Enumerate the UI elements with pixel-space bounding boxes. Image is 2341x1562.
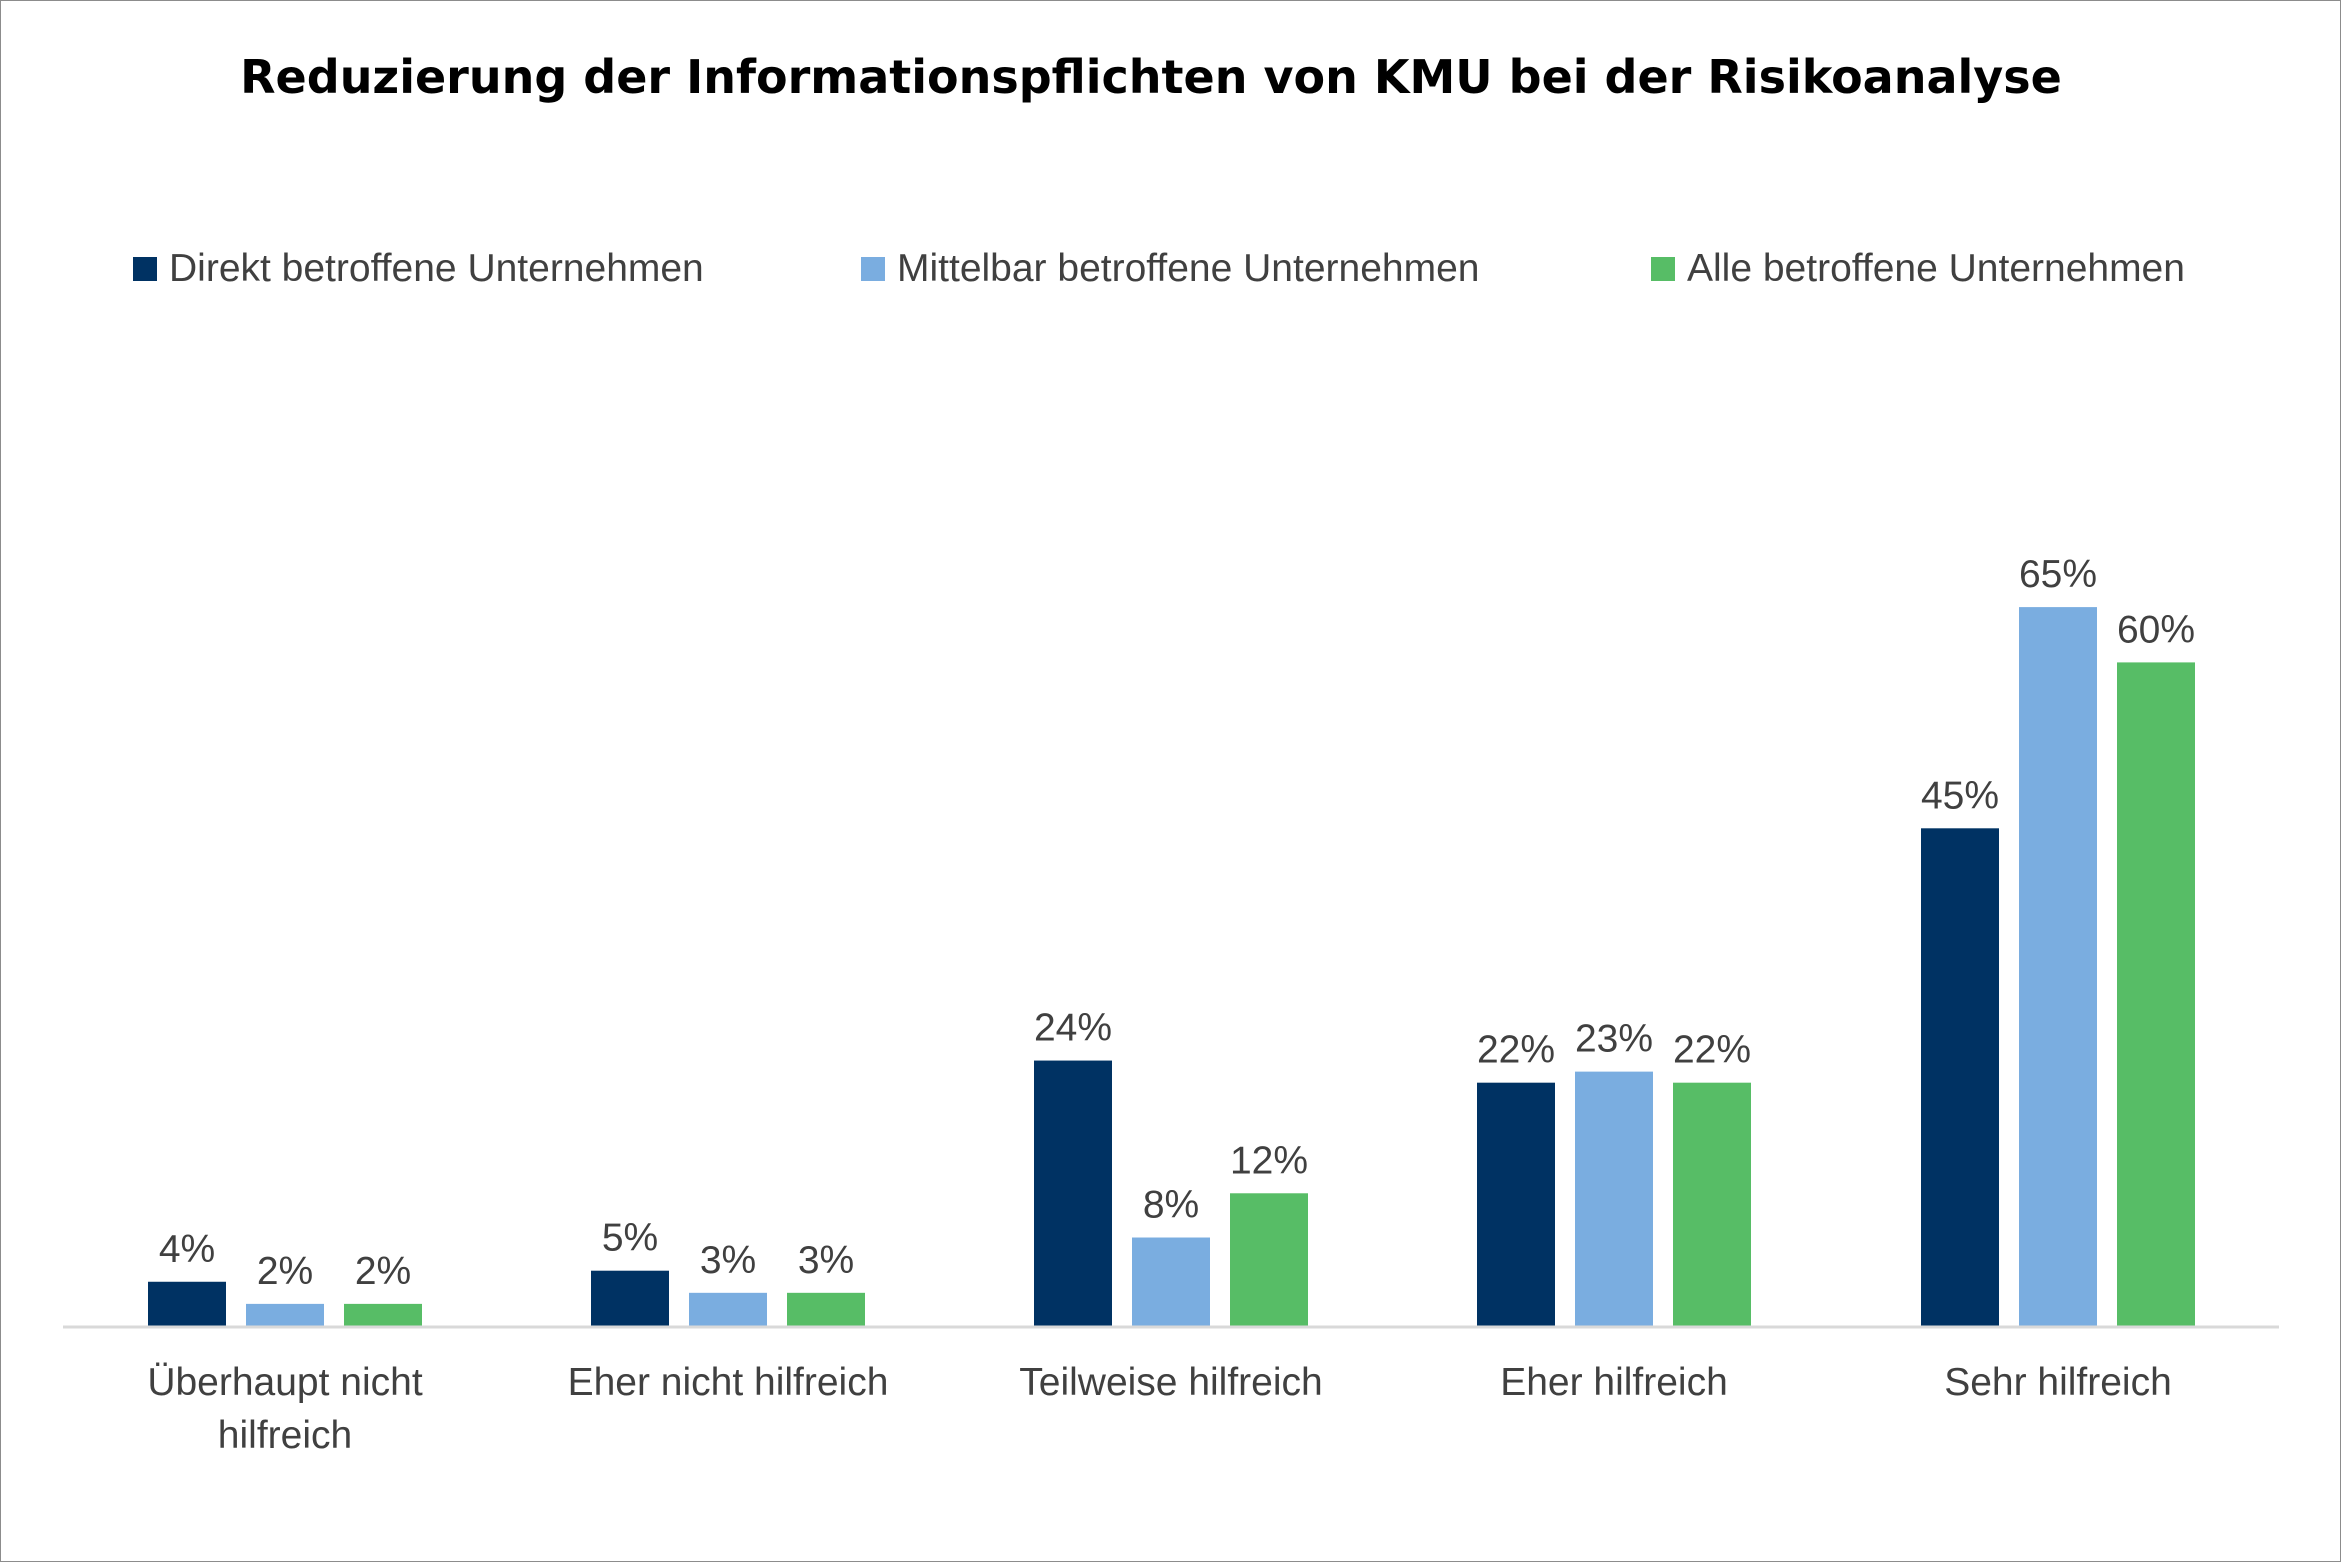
bar-s1-c1 xyxy=(148,1281,226,1326)
value-label-s1-c3: 24% xyxy=(1034,1007,1112,1050)
value-label-s2-c2: 3% xyxy=(700,1239,756,1282)
legend-label-1: Direkt betroffene Unternehmen xyxy=(169,247,704,290)
value-label-s1-c4: 22% xyxy=(1477,1029,1555,1072)
bar-s2-c1 xyxy=(246,1303,324,1326)
bar-s3-c5 xyxy=(2117,662,2195,1326)
value-label-s2-c3: 8% xyxy=(1143,1184,1199,1227)
category-label-5: Sehr hilfreich xyxy=(1944,1361,2172,1404)
category-label-4: Eher hilfreich xyxy=(1500,1361,1728,1404)
bar-s2-c5 xyxy=(2019,607,2097,1326)
value-label-s1-c5: 45% xyxy=(1921,774,1999,817)
value-label-s1-c2: 5% xyxy=(602,1217,658,1260)
value-label-s2-c5: 65% xyxy=(2019,553,2097,596)
value-label-s2-c4: 23% xyxy=(1575,1018,1653,1061)
bar-s3-c4 xyxy=(1673,1082,1751,1326)
bar-s3-c1 xyxy=(344,1303,422,1326)
value-label-s3-c1: 2% xyxy=(355,1250,411,1293)
value-label-s3-c5: 60% xyxy=(2117,608,2195,651)
value-label-s1-c1: 4% xyxy=(159,1228,215,1271)
value-label-s3-c3: 12% xyxy=(1230,1139,1308,1182)
bar-s1-c5 xyxy=(1921,828,1999,1326)
bar-s1-c4 xyxy=(1477,1082,1555,1326)
bars xyxy=(148,607,2195,1326)
category-label-1-line-1: Überhaupt nicht xyxy=(147,1361,423,1404)
legend-label-3: Alle betroffene Unternehmen xyxy=(1687,247,2185,290)
value-label-s3-c2: 3% xyxy=(798,1239,854,1282)
bar-s1-c2 xyxy=(591,1270,669,1326)
bar-s3-c2 xyxy=(787,1292,865,1326)
legend-swatch-1 xyxy=(133,257,157,281)
bar-s3-c3 xyxy=(1230,1193,1308,1326)
category-label-1-line-2: hilfreich xyxy=(218,1414,352,1457)
legend: Direkt betroffene Unternehmen Mittelbar b… xyxy=(133,247,2185,290)
chart-title: Reduzierung der Informationspflichten vo… xyxy=(240,50,2062,104)
bar-s2-c3 xyxy=(1132,1237,1210,1326)
bar-s2-c2 xyxy=(689,1292,767,1326)
value-label-s3-c4: 22% xyxy=(1673,1029,1751,1072)
category-label-3: Teilweise hilfreich xyxy=(1019,1361,1322,1404)
legend-swatch-3 xyxy=(1651,257,1675,281)
bar-s2-c4 xyxy=(1575,1071,1653,1326)
value-label-s2-c1: 2% xyxy=(257,1250,313,1293)
bar-s1-c3 xyxy=(1034,1060,1112,1326)
category-label-2: Eher nicht hilfreich xyxy=(568,1361,889,1404)
legend-label-2: Mittelbar betroffene Unternehmen xyxy=(897,247,1479,290)
legend-swatch-2 xyxy=(861,257,885,281)
value-labels: 4% 2% 2% 5% 3% 3% 24% 8% 12% 22% 23% 22% 45% 65% 60% xyxy=(159,553,2195,1293)
category-labels: Überhaupt nicht hilfreich Eher nicht hilfr… xyxy=(147,1361,2171,1457)
